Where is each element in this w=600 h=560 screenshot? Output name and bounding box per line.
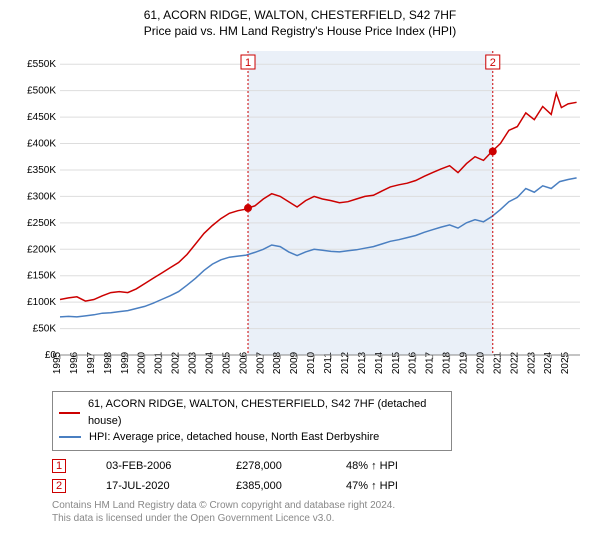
shaded-region [248, 51, 493, 355]
legend-row: 61, ACORN RIDGE, WALTON, CHESTERFIELD, S… [59, 396, 445, 429]
sales-index-box: 1 [52, 459, 66, 473]
sales-table: 1 03-FEB-2006 £278,000 48% ↑ HPI 2 17-JUL-202… [52, 459, 590, 493]
footer-attribution: Contains HM Land Registry data © Crown c… [52, 499, 590, 525]
page-container: 61, ACORN RIDGE, WALTON, CHESTERFIELD, S… [0, 0, 600, 560]
legend-row: HPI: Average price, detached house, Nort… [59, 429, 445, 446]
sales-date: 17-JUL-2020 [106, 480, 196, 492]
y-tick-label: £400K [27, 139, 56, 150]
sales-row: 1 03-FEB-2006 £278,000 48% ↑ HPI [52, 459, 590, 473]
footer-line-1: Contains HM Land Registry data © Crown c… [52, 499, 590, 512]
sale-dot [244, 204, 252, 212]
price-chart: £0£50K£100K£150K£200K£250K£300K£350K£400… [10, 45, 590, 385]
sales-index-box: 2 [52, 479, 66, 493]
y-tick-label: £500K [27, 86, 56, 97]
sales-price: £278,000 [236, 460, 306, 472]
sale-index-label: 2 [490, 57, 496, 69]
legend-label: 61, ACORN RIDGE, WALTON, CHESTERFIELD, S… [88, 396, 445, 429]
y-tick-label: £450K [27, 112, 56, 123]
sales-pct: 47% ↑ HPI [346, 480, 426, 492]
y-tick-label: £200K [27, 244, 56, 255]
legend-swatch [59, 436, 81, 438]
title-block: 61, ACORN RIDGE, WALTON, CHESTERFIELD, S… [10, 8, 590, 39]
sales-pct: 48% ↑ HPI [346, 460, 426, 472]
y-tick-label: £350K [27, 165, 56, 176]
footer-line-2: This data is licensed under the Open Gov… [52, 512, 590, 525]
sale-index-label: 1 [245, 57, 251, 69]
chart-title: 61, ACORN RIDGE, WALTON, CHESTERFIELD, S… [10, 8, 590, 24]
y-tick-label: £250K [27, 218, 56, 229]
sales-price: £385,000 [236, 480, 306, 492]
sales-date: 03-FEB-2006 [106, 460, 196, 472]
y-tick-label: £100K [27, 297, 56, 308]
y-tick-label: £550K [27, 59, 56, 70]
y-tick-label: £300K [27, 192, 56, 203]
chart-area: £0£50K£100K£150K£200K£250K£300K£350K£400… [10, 45, 590, 385]
sale-dot [489, 148, 497, 156]
legend: 61, ACORN RIDGE, WALTON, CHESTERFIELD, S… [52, 391, 452, 451]
y-tick-label: £150K [27, 271, 56, 282]
legend-label: HPI: Average price, detached house, Nort… [89, 429, 379, 446]
legend-swatch [59, 412, 80, 414]
y-tick-label: £50K [33, 324, 57, 335]
chart-subtitle: Price paid vs. HM Land Registry's House … [10, 24, 590, 40]
sales-row: 2 17-JUL-2020 £385,000 47% ↑ HPI [52, 479, 590, 493]
